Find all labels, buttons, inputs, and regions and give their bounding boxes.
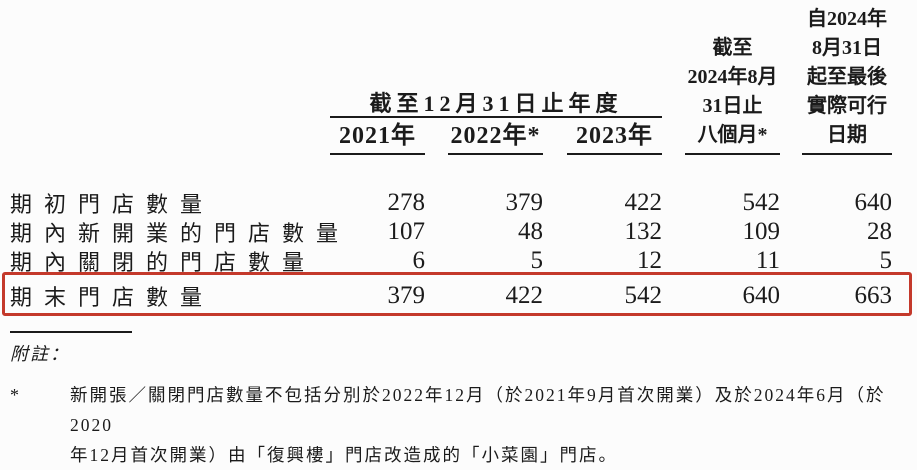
cell-value: 663	[854, 282, 893, 309]
cell-value: 640	[742, 282, 781, 309]
cell-value: 132	[624, 217, 663, 245]
header-line: 日期	[827, 124, 867, 146]
footnote-star: * 新開張／關閉門店數量不包括分別於2022年12月（於2021年9月首次開業）…	[10, 380, 915, 470]
cell-value: 542	[742, 188, 781, 216]
year-group-header: 截至12月31日止年度	[330, 91, 662, 118]
header-line: 實際可行	[807, 95, 887, 117]
column-header-latest-practicable-date: 自2024年 8月31日 起至最後 實際可行 日期	[802, 5, 892, 155]
cell-value: 542	[624, 282, 663, 309]
store-count-table: 截至12月31日止年度 2021年 2022年* 2023年 截至 2024年8…	[10, 0, 907, 313]
cell-value: 11	[755, 246, 780, 274]
table-row-closing-stores: 期末門店數量 379 422 542 640 663	[10, 275, 907, 313]
cell-value: 5	[879, 246, 893, 274]
year-header-row: 2021年 2022年* 2023年	[330, 122, 662, 155]
table-row-closed-stores: 期內關閉的門店數量 6 5 12 11 5	[10, 246, 907, 275]
column-header-2023: 2023年	[567, 122, 662, 155]
row-label: 期末門店數量	[10, 285, 215, 310]
header-line: 起至最後	[807, 66, 887, 88]
footnote-line: 年12月首次開業）由「復興樓」門店改造成的「小菜園」門店。	[70, 445, 618, 465]
row-label: 期初門店數量	[10, 191, 215, 217]
cell-value: 422	[624, 188, 663, 216]
cell-value: 379	[387, 282, 426, 309]
cell-value: 109	[742, 217, 781, 245]
header-line: 31日止	[702, 95, 763, 117]
cell-value: 422	[505, 282, 544, 309]
cell-value: 107	[387, 217, 426, 245]
header-line: 八個月*	[697, 124, 768, 146]
cell-value: 28	[867, 217, 892, 245]
column-header-2021: 2021年	[330, 122, 425, 155]
header-line: 8月31日	[812, 37, 882, 59]
year-group-column: 截至12月31日止年度 2021年 2022年* 2023年	[330, 91, 662, 155]
footnote-text: 新開張／關閉門店數量不包括分別於2022年12月（於2021年9月首次開業）及於…	[70, 380, 915, 470]
header-line: 截至	[712, 37, 753, 59]
row-label: 期內新開業的門店數量	[10, 220, 351, 246]
cell-value: 5	[530, 246, 544, 274]
header-line: 2024年8月	[687, 66, 778, 88]
cell-value: 48	[518, 217, 543, 245]
cell-value: 640	[854, 188, 893, 216]
footnote-divider	[10, 331, 132, 333]
cell-value: 12	[637, 246, 662, 274]
table-row-new-stores: 期內新開業的門店數量 107 48 132 109 28	[10, 217, 907, 246]
header-line: 自2024年	[807, 8, 887, 30]
table-body: 期初門店數量 278 379 422 542 640 期內新開業的門店數量 10…	[10, 188, 907, 313]
footnote-line: 新開張／關閉門店數量不包括分別於2022年12月（於2021年9月首次開業）及於…	[70, 385, 886, 435]
column-header-2022: 2022年*	[448, 122, 543, 155]
cell-value: 6	[412, 246, 426, 274]
cell-value: 379	[505, 188, 544, 216]
notes-label: 附註：	[10, 344, 70, 364]
row-label: 期內關閉的門店數量	[10, 249, 317, 275]
table-row-opening-stores: 期初門店數量 278 379 422 542 640	[10, 188, 907, 217]
footnote-marker: *	[10, 385, 19, 405]
table-header: 截至12月31日止年度 2021年 2022年* 2023年 截至 2024年8…	[10, 5, 907, 155]
cell-value: 278	[387, 188, 426, 216]
column-header-eight-months: 截至 2024年8月 31日止 八個月*	[685, 34, 780, 155]
